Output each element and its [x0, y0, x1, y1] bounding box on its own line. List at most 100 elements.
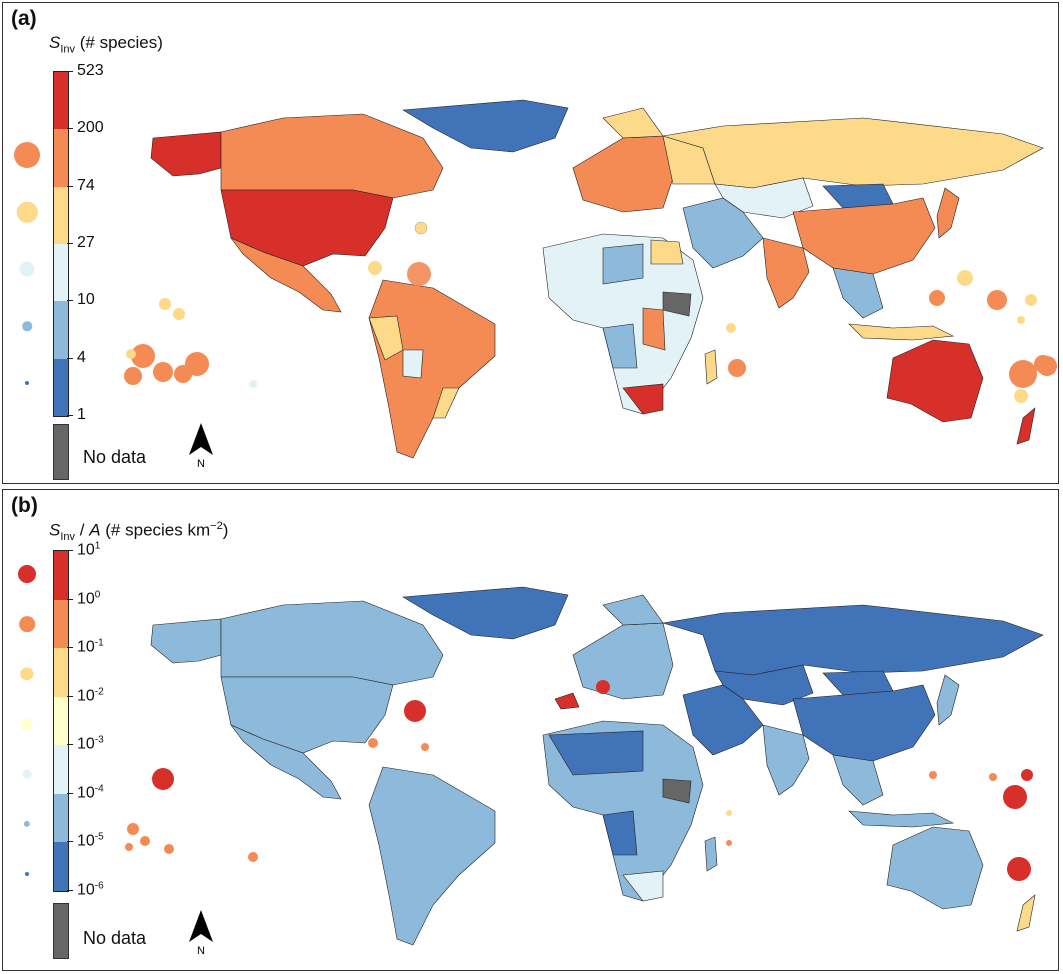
panel-label: (a) [11, 7, 37, 30]
south-america [368, 766, 496, 946]
se-asia [832, 267, 884, 319]
colorbar-tick [67, 128, 73, 130]
colorbar-tick [67, 841, 73, 843]
greenland [402, 99, 569, 153]
island-bubble [174, 365, 192, 383]
title-unit: (# species) [75, 33, 163, 52]
nodata-label: No data [83, 447, 147, 467]
island-bubble [929, 290, 945, 306]
legend-size-dot [25, 381, 29, 385]
island-bubble [987, 290, 1007, 310]
legend-size-dot [23, 820, 31, 828]
central-africa [602, 810, 638, 856]
island-bubble [173, 308, 185, 320]
legend-size-dot [16, 201, 38, 223]
australia [886, 826, 984, 910]
colorbar-tick-label: 1 [77, 406, 86, 423]
island-bubble [1037, 356, 1057, 376]
legend-size-dot [19, 261, 35, 277]
colorbar [53, 550, 69, 892]
legend-size-dot [19, 616, 35, 632]
colorbar-tick-label: 74 [77, 176, 95, 194]
colorbar-tick [67, 695, 73, 697]
sahara [548, 730, 644, 776]
title-close: ) [222, 520, 229, 540]
title-variable: S [49, 33, 61, 52]
north-label: N [197, 945, 205, 956]
nodata-swatch [53, 424, 69, 480]
panel-b-species-density-map: (b) SInv / A (# species km−2) No data N [2, 489, 1059, 971]
colorbar-bin [54, 551, 68, 600]
alaska [150, 618, 222, 664]
colorbar-tick-label: 10-1 [77, 637, 104, 656]
title-variable-2: A [89, 520, 101, 540]
europe-west [572, 135, 674, 213]
island-bubble [929, 771, 937, 779]
colorbar-tick [67, 185, 73, 187]
island-bubble [368, 261, 382, 275]
island-bubble [726, 840, 732, 846]
colorbar-bin [54, 599, 68, 649]
colorbar-tick [67, 890, 73, 891]
colorbar-tick-label: 4 [77, 348, 86, 366]
south-africa [622, 383, 664, 415]
se-asia [832, 754, 884, 806]
colorbar-tick [67, 357, 73, 359]
india [762, 237, 810, 309]
scandinavia [602, 594, 664, 626]
nodata-region [662, 778, 692, 804]
colorbar-bin [54, 696, 68, 746]
island-bubble [249, 380, 257, 388]
canada [220, 113, 444, 199]
island-bubble [164, 844, 174, 854]
legend-size-dot [14, 142, 40, 168]
island-bubble [726, 323, 736, 333]
colorbar-bin [54, 129, 68, 187]
legend-size-dot [20, 667, 34, 681]
colorbar-tick-label: 101 [77, 540, 101, 559]
colorbar-bin [54, 301, 68, 359]
colorbar-tick [67, 744, 73, 746]
island-bubble [131, 344, 155, 368]
island-bubble [728, 359, 746, 377]
north-arrow-icon: N [189, 423, 213, 469]
title-variable: S [49, 520, 61, 540]
indonesia [848, 323, 955, 341]
island-bubble [368, 738, 378, 748]
colorbar-tick-label: 10-2 [77, 686, 104, 705]
nodata-label: No data [83, 928, 147, 948]
colorbar-tick [67, 598, 73, 600]
legend-size-dot [18, 565, 36, 583]
colorbar-bin [54, 793, 68, 843]
japan [936, 674, 960, 726]
libya [602, 243, 644, 285]
alaska [150, 131, 222, 177]
colorbar-bin [54, 72, 68, 130]
island-bubble [159, 298, 171, 310]
new-zealand [1016, 894, 1036, 932]
island-bubble [140, 836, 150, 846]
india [762, 724, 810, 796]
colorbar-tick-label: 10-6 [77, 880, 104, 899]
island-bubble [726, 810, 732, 816]
panel-label: (b) [11, 494, 38, 517]
island-bubble [124, 367, 142, 385]
colorbar-tick [67, 550, 73, 551]
title-unit: (# species km [100, 520, 211, 540]
colorbar-bin [54, 745, 68, 794]
australia [886, 339, 984, 423]
nodata-swatch [53, 903, 69, 959]
island-bubble [596, 680, 610, 694]
title-subscript: Inv [60, 43, 76, 56]
scandinavia [602, 107, 664, 139]
island-bubble [1017, 316, 1025, 324]
kenya [642, 307, 666, 351]
colorbar-tick [67, 792, 73, 794]
russia [662, 117, 1044, 189]
south-africa [622, 870, 664, 902]
canada [220, 600, 444, 686]
colorbar-tick [67, 71, 73, 72]
nodata-region [662, 291, 692, 317]
title-exponent: −2 [210, 520, 223, 532]
island-bubble [126, 349, 136, 359]
